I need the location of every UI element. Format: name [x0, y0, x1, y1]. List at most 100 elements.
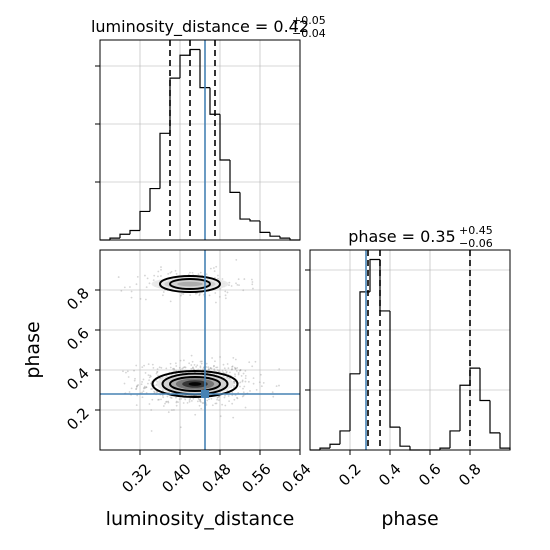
sample-point-0: [197, 368, 200, 371]
sample-point-0: [242, 372, 245, 375]
sample-point-0: [260, 385, 263, 388]
sample-point-1: [139, 297, 142, 300]
sample-point-0: [175, 396, 177, 399]
sample-point-0: [239, 385, 241, 388]
sample-point-0: [188, 399, 191, 401]
sample-point-1: [228, 284, 230, 287]
sample-point-0: [199, 360, 202, 363]
sample-point-0: [157, 398, 159, 401]
sample-point-0: [182, 402, 185, 404]
sample-point-0: [171, 409, 173, 411]
sample-point-1: [213, 270, 216, 273]
phase-hist-bin-3: [339, 430, 350, 445]
phase-hist-bin-4: [349, 373, 360, 431]
sample-point-0: [209, 367, 212, 369]
sample-point-0: [143, 386, 146, 389]
sample-point-0: [205, 362, 208, 365]
sample-point-0: [192, 366, 194, 369]
sample-point-0: [223, 367, 226, 370]
phase-hist-bin-10: [409, 446, 420, 451]
sample-point-0: [148, 376, 151, 379]
sample-point-1: [238, 284, 240, 287]
sample-point-0: [222, 363, 225, 366]
sample-point-1: [252, 287, 254, 290]
sample-point-0: [156, 390, 158, 393]
phase-hist-bin-18: [489, 400, 500, 434]
sample-point-0: [153, 391, 156, 394]
sample-point-0: [216, 398, 219, 401]
sample-point-0: [275, 385, 278, 388]
sample-point-1: [237, 278, 240, 281]
sample-point-0: [136, 384, 139, 387]
sample-point-1: [117, 276, 120, 278]
sample-point-0: [199, 399, 202, 401]
sample-point-1: [191, 271, 194, 274]
sample-point-0: [206, 399, 209, 402]
ld-hist-bin-5: [149, 187, 160, 212]
sample-point-0: [188, 400, 191, 403]
sample-point-0: [249, 390, 251, 392]
sample-point-0: [208, 398, 210, 401]
sample-point-0: [184, 366, 187, 369]
sample-point-0: [147, 374, 150, 377]
contour-line-4: [159, 275, 221, 293]
sample-point-0: [233, 384, 236, 387]
sample-point-0: [190, 364, 193, 366]
sample-point-1: [157, 270, 160, 273]
sample-point-0: [239, 368, 242, 371]
sample-point-1: [160, 275, 162, 277]
sample-point-0: [135, 387, 138, 390]
sample-point-0: [199, 400, 201, 403]
sample-point-1: [187, 273, 190, 276]
sample-point-0: [179, 369, 182, 372]
sample-point-0: [218, 395, 220, 398]
sample-point-1: [213, 276, 216, 279]
phase-hist-bin-19: [499, 432, 511, 450]
phase-histogram-panel: 0.2 0.4 0.6 0.8 phase = 0.35 +0.45 −0.06 ph…: [305, 224, 511, 530]
sample-point-0: [135, 388, 137, 391]
sample-point-0: [234, 373, 236, 376]
contour-xtick-label-4: 0.64: [278, 460, 314, 496]
sample-point-0: [197, 398, 200, 401]
sample-point-0: [228, 371, 231, 374]
sample-point-0: [231, 366, 233, 368]
sample-point-0: [142, 378, 145, 381]
sample-point-1: [160, 268, 162, 271]
sample-point-0: [199, 366, 202, 369]
sample-point-1: [144, 274, 146, 277]
sample-point-0: [213, 368, 216, 371]
sample-point-1: [243, 278, 246, 280]
sample-point-0: [209, 367, 212, 370]
sample-point-1: [226, 291, 229, 294]
sample-point-1: [182, 293, 185, 295]
sample-point-0: [140, 383, 143, 386]
sample-point-0: [233, 382, 236, 385]
sample-point-1: [189, 294, 192, 297]
sample-point-0: [227, 367, 230, 370]
sample-point-1: [215, 301, 217, 304]
ld-hist-bin-13: [229, 160, 240, 193]
sample-point-1: [242, 289, 245, 292]
ld-hist-bin-3: [129, 229, 140, 235]
sample-point-0: [230, 368, 233, 371]
sample-point-0: [241, 380, 244, 383]
sample-point-0: [221, 369, 224, 372]
sample-point-0: [165, 401, 167, 403]
sample-point-0: [252, 382, 255, 385]
sample-point-0: [179, 359, 182, 362]
sample-point-0: [244, 377, 247, 380]
sample-point-0: [149, 374, 152, 377]
sample-point-0: [157, 374, 159, 377]
contour-ytick-label-3: 0.8: [63, 284, 93, 314]
sample-point-0: [170, 397, 173, 399]
sample-point-0: [210, 367, 213, 370]
sample-point-0: [135, 364, 138, 367]
phase-title: phase = 0.35: [348, 227, 455, 246]
sample-point-0: [188, 362, 191, 365]
sample-point-0: [156, 371, 158, 373]
sample-point-1: [205, 273, 208, 276]
contour-line-3: [169, 278, 211, 290]
sample-point-0: [166, 395, 169, 398]
sample-point-0: [225, 371, 228, 373]
sample-point-0: [232, 356, 235, 359]
